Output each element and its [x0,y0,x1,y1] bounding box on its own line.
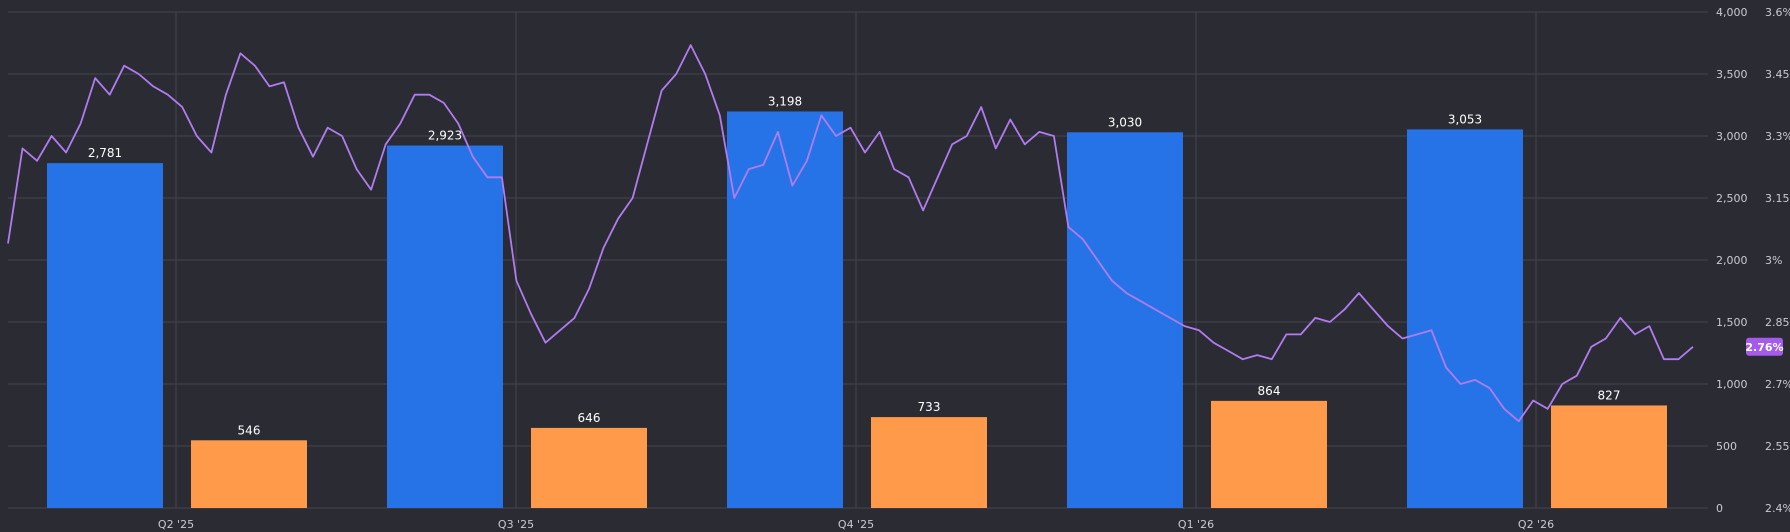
bar [531,427,647,508]
y-tick-left: 0 [1716,502,1723,515]
bar [1211,400,1327,508]
y-tick-right: 3.15% [1765,192,1790,205]
y-tick-left: 1,500 [1716,316,1748,329]
bar [1551,405,1667,508]
bar-value-label: 646 [578,411,601,425]
x-tick-label: Q2 '25 [158,518,194,531]
x-tick-label: Q2 '26 [1518,518,1554,531]
y-tick-left: 3,000 [1716,130,1748,143]
bar [1407,129,1523,509]
bar-value-label: 3,053 [1448,112,1482,126]
x-tick-label: Q3 '25 [498,518,534,531]
bar [47,163,163,508]
bar [727,111,843,508]
y-tick-right: 2.55% [1765,440,1790,453]
bar-value-label: 827 [1598,388,1621,402]
y-tick-right: 2.85% [1765,316,1790,329]
last-value-label: 2.76% [1745,341,1783,354]
x-tick-label: Q1 '26 [1178,518,1214,531]
y-tick-right: 3.45% [1765,68,1790,81]
y-tick-left: 4,000 [1716,6,1748,19]
bar [191,440,307,508]
bar [1067,132,1183,508]
y-tick-right: 2.4% [1765,502,1790,515]
bar-value-label: 3,030 [1108,115,1142,129]
y-tick-left: 2,500 [1716,192,1748,205]
y-tick-left: 1,000 [1716,378,1748,391]
bar-value-label: 3,198 [768,94,802,108]
y-tick-left: 3,500 [1716,68,1748,81]
last-value-badge [1746,337,1783,356]
y-tick-right: 3% [1765,254,1782,267]
bar-value-label: 546 [238,423,261,437]
y-tick-right: 3.3% [1765,130,1790,143]
bar-value-label: 864 [1258,384,1281,398]
bar-value-label: 733 [918,400,941,414]
bar [387,145,503,508]
y-tick-left: 500 [1716,440,1737,453]
bar-value-label: 2,781 [88,146,122,160]
y-tick-right: 2.7% [1765,378,1790,391]
y-tick-right: 3.6% [1765,6,1790,19]
y-tick-left: 2,000 [1716,254,1748,267]
line-series [7,44,1694,423]
x-tick-label: Q4 '25 [838,518,874,531]
bar-value-label: 2,923 [428,129,462,143]
bar [871,417,987,508]
